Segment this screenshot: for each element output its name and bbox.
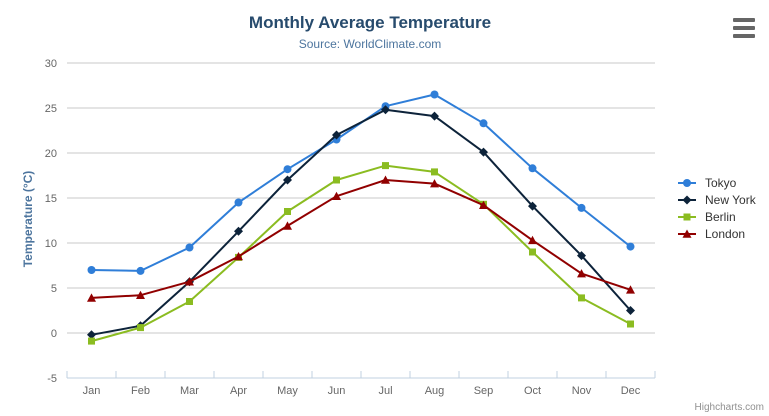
new-york-point-jan[interactable]: [87, 330, 96, 340]
legend-item-new-york[interactable]: New York: [678, 191, 756, 208]
x-axis-tick-label: Aug: [425, 385, 445, 397]
legend-item-london[interactable]: London: [678, 225, 756, 242]
berlin-point-nov[interactable]: [578, 294, 585, 302]
new-york-point-jun[interactable]: [332, 130, 341, 140]
y-axis-tick-label: 0: [51, 328, 57, 340]
y-axis-title: Temperature (°C): [21, 170, 35, 268]
chart-subtitle: Source: WorldClimate.com: [298, 37, 442, 51]
berlin-point-feb[interactable]: [137, 324, 144, 332]
x-axis-tick-label: Sep: [474, 385, 494, 397]
tokyo-point-jan[interactable]: [87, 266, 96, 274]
legend-label-berlin: Berlin: [705, 209, 736, 224]
tokyo-point-may[interactable]: [283, 165, 292, 174]
berlin-point-dec[interactable]: [627, 320, 634, 328]
berlin-point-jul[interactable]: [382, 162, 389, 170]
x-axis-tick-label: Jun: [328, 385, 346, 397]
new-york-point-aug[interactable]: [430, 111, 439, 121]
legend-item-tokyo[interactable]: Tokyo: [678, 174, 756, 191]
new-york-point-nov[interactable]: [577, 251, 586, 261]
new-york-point-sep[interactable]: [479, 147, 488, 157]
chart-title: Monthly Average Temperature: [248, 13, 492, 32]
new-york-series-line: [90, 108, 632, 336]
berlin-legend-marker-icon: [678, 213, 696, 220]
london-legend-marker-icon: [678, 229, 696, 238]
legend-label-new-york: New York: [705, 192, 756, 207]
new-york-point-may[interactable]: [283, 175, 292, 185]
new-york-point-dec[interactable]: [626, 306, 635, 315]
london-point-may[interactable]: [283, 221, 292, 230]
london-point-jun[interactable]: [332, 191, 341, 200]
x-axis-tick-label: Feb: [131, 385, 150, 397]
berlin-point-may[interactable]: [284, 208, 291, 215]
tokyo-point-nov[interactable]: [577, 203, 586, 212]
x-axis-tick-label: Jan: [83, 385, 101, 397]
tokyo-point-sep[interactable]: [479, 119, 488, 128]
y-axis-tick-label: 15: [45, 193, 57, 205]
y-axis-tick-label: 10: [45, 238, 57, 250]
tokyo-point-apr[interactable]: [234, 198, 243, 207]
berlin-point-jan[interactable]: [88, 337, 95, 345]
legend-label-tokyo: Tokyo: [705, 175, 737, 190]
berlin-legend-symbol: [683, 213, 691, 220]
y-axis-tick-label: 5: [51, 283, 57, 295]
london-point-mar[interactable]: [185, 277, 194, 286]
london-point-jul[interactable]: [381, 175, 390, 184]
london-point-dec[interactable]: [626, 285, 635, 294]
london-point-apr[interactable]: [234, 252, 243, 261]
berlin-point-jun[interactable]: [333, 176, 340, 184]
london-point-sep[interactable]: [479, 200, 488, 209]
y-axis-tick-label: 30: [45, 58, 57, 70]
x-axis-tick-label: Mar: [180, 385, 199, 397]
legend-item-berlin[interactable]: Berlin: [678, 208, 756, 225]
tokyo-point-dec[interactable]: [626, 242, 635, 251]
london-point-oct[interactable]: [528, 235, 537, 245]
tokyo-point-feb[interactable]: [136, 266, 145, 275]
london-point-jan[interactable]: [87, 293, 96, 302]
export-menu-button[interactable]: [733, 18, 757, 38]
y-axis-tick-label: 25: [45, 103, 57, 115]
x-axis-tick-label: Jul: [378, 385, 392, 397]
y-axis-tick-label: -5: [47, 373, 57, 385]
london-point-feb[interactable]: [136, 290, 145, 299]
new-york-legend-marker-icon: [678, 195, 696, 204]
london-point-aug[interactable]: [430, 179, 439, 188]
new-york-point-oct[interactable]: [528, 201, 537, 211]
london-point-nov[interactable]: [577, 269, 586, 278]
legend-label-london: London: [705, 226, 746, 241]
x-axis-tick-label: Dec: [621, 385, 641, 397]
tokyo-point-mar[interactable]: [185, 243, 194, 252]
y-axis-tick-label: 20: [45, 148, 57, 160]
london-series-line: [90, 179, 632, 299]
new-york-legend-symbol: [682, 195, 692, 204]
hamburger-icon-bar: [733, 26, 755, 30]
highcharts-credit-link[interactable]: Highcharts.com: [694, 402, 764, 413]
tokyo-series-line: [90, 93, 632, 272]
x-axis-tick-label: May: [277, 385, 298, 397]
x-axis-tick-label: Nov: [572, 385, 592, 397]
x-axis-tick-label: Oct: [524, 385, 541, 397]
hamburger-icon-bar: [733, 34, 755, 38]
tokyo-point-oct[interactable]: [528, 164, 537, 173]
hamburger-icon-bar: [733, 18, 755, 22]
berlin-point-mar[interactable]: [186, 298, 193, 305]
x-axis-tick-label: Apr: [230, 385, 247, 397]
new-york-point-jul[interactable]: [381, 105, 390, 115]
tokyo-point-aug[interactable]: [430, 90, 439, 99]
berlin-point-aug[interactable]: [431, 168, 438, 176]
berlin-series-line: [90, 164, 632, 343]
tokyo-legend-marker-icon: [678, 178, 696, 187]
berlin-point-oct[interactable]: [529, 248, 536, 256]
london-legend-symbol: [682, 229, 692, 238]
tokyo-legend-symbol: [683, 178, 691, 187]
chart-legend: Tokyo New York Berlin London: [678, 174, 756, 242]
new-york-point-apr[interactable]: [234, 226, 243, 236]
